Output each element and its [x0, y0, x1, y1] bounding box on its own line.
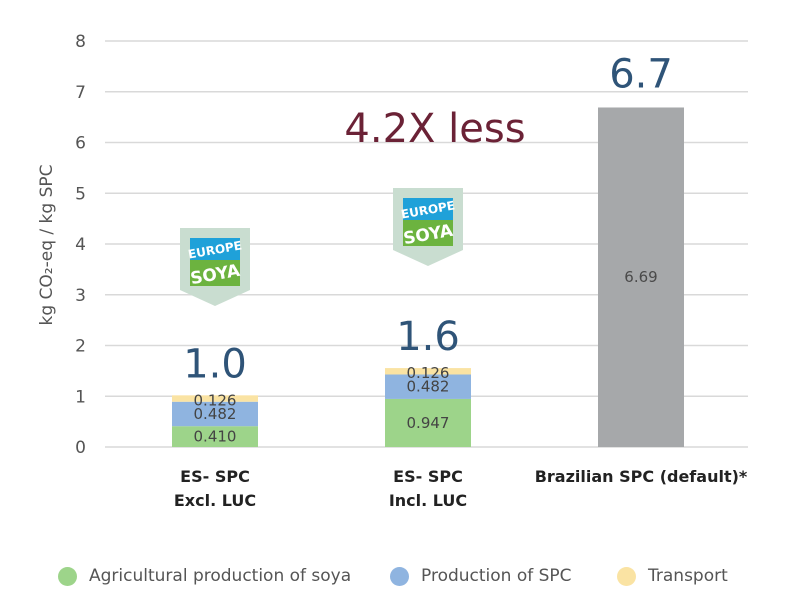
x-tick-label-2-line2: Incl. LUC: [389, 491, 467, 510]
data-label-transport-1: 0.126: [194, 391, 237, 409]
total-label-3: 6.7: [609, 51, 673, 97]
legend: Agricultural production of soya Producti…: [0, 560, 800, 594]
x-tick-label-2-line1: ES- SPC: [393, 467, 463, 486]
data-label-default-3: 6.69: [624, 268, 657, 286]
logo-green-band: [403, 220, 453, 246]
y-tick-label-4: 4: [75, 235, 86, 255]
y-axis-label: kg CO₂-eq / kg SPC: [37, 165, 57, 326]
legend-swatch-transport: [617, 566, 636, 586]
y-tick-label-3: 3: [75, 286, 86, 306]
x-tick-label-1-line1: ES- SPC: [180, 467, 250, 486]
y-tick-label-2: 2: [75, 337, 86, 357]
y-tick-label-8: 8: [75, 32, 86, 52]
x-axis-labels: ES- SPC Excl. LUC ES- SPC Incl. LUC Brazilia…: [174, 467, 748, 510]
bar-segment-production-1: [172, 401, 258, 427]
y-tick-label-0: 0: [75, 438, 86, 458]
data-label-transport-2: 0.126: [407, 364, 450, 382]
y-tick-label-7: 7: [75, 83, 86, 103]
total-label-1: 1.0: [183, 341, 247, 387]
legend-item-production: Production of SPC: [390, 566, 572, 586]
x-tick-label-1-line2: Excl. LUC: [174, 491, 256, 510]
y-axis: 0 1 2 3 4 5 6 7 8: [75, 32, 86, 458]
legend-label-agricultural: Agricultural production of soya: [89, 566, 352, 586]
legend-item-transport: Transport: [617, 566, 728, 586]
annotation-text: 4.2X less: [344, 106, 525, 152]
y-tick-label-1: 1: [75, 387, 86, 407]
data-label-agricultural-1: 0.410: [194, 428, 237, 446]
logo-blue-band: [190, 238, 240, 260]
total-label-2: 1.6: [396, 314, 460, 360]
legend-swatch-production: [390, 566, 409, 586]
logo-blue-band: [403, 198, 453, 220]
bar-segment-transport-1: [172, 395, 258, 402]
logo-green-band: [190, 260, 240, 286]
legend-label-transport: Transport: [648, 566, 728, 586]
data-label-production-1: 0.482: [194, 405, 237, 423]
bar-segment-agricultural-2: [385, 398, 471, 447]
legend-label-production: Production of SPC: [421, 566, 572, 586]
bar-segment-transport-2: [385, 368, 471, 375]
total-labels: 1.0 1.6 6.7: [183, 51, 673, 387]
data-label-production-2: 0.482: [407, 378, 450, 396]
legend-item-agricultural: Agricultural production of soya: [58, 566, 351, 586]
legend-swatch-agricultural: [58, 566, 77, 586]
y-tick-label-5: 5: [75, 184, 86, 204]
bar-segment-production-2: [385, 374, 471, 399]
x-tick-label-3-line1: Brazilian SPC (default)*: [535, 467, 748, 486]
bar-segment-agricultural-1: [172, 426, 258, 447]
y-tick-label-6: 6: [75, 134, 86, 154]
data-label-agricultural-2: 0.947: [407, 414, 450, 432]
bar-segment-default-3: [598, 107, 684, 448]
